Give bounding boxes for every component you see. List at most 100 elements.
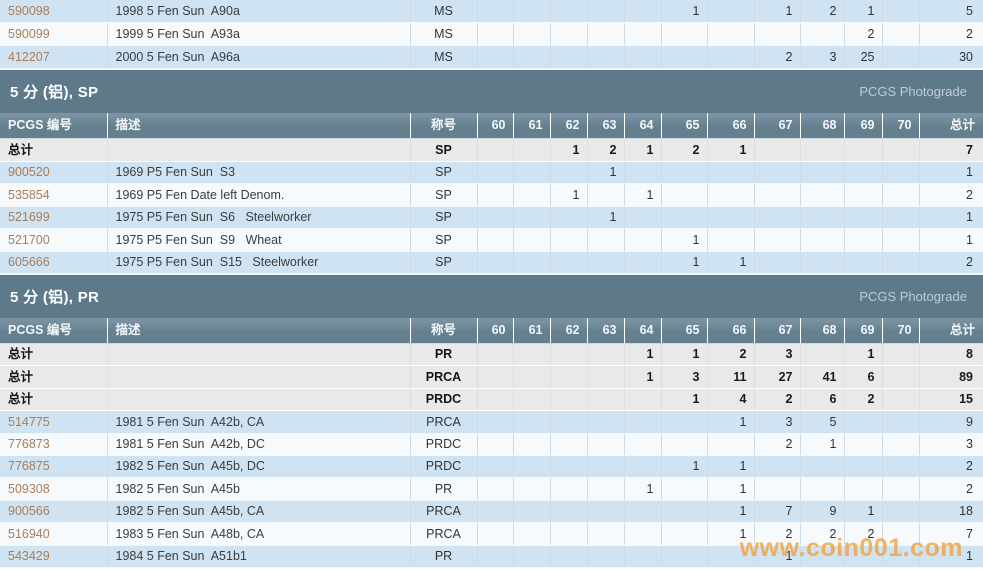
pcgs-number-link[interactable]: 776873	[0, 433, 108, 456]
grade-count-cell	[800, 455, 845, 479]
pcgs-number-link[interactable]: 521699	[0, 206, 108, 229]
pcgs-number-link[interactable]: 521700	[0, 228, 108, 252]
grade-count-cell	[587, 183, 625, 207]
grade-count-cell: 1	[707, 500, 755, 524]
grade-count-cell	[661, 522, 708, 546]
designation-cell: SP	[410, 206, 478, 229]
report-table: PCGS 编号 描述 称号 60 61 62 63 64 65 66 67 68 69 70 总计 总计 PR 1…	[0, 318, 983, 568]
table-row: 776873 1981 5 Fen Sun A42b, DC PRDC 2 1 3	[0, 433, 983, 456]
description-cell: 1981 5 Fen Sun A42b, CA	[107, 410, 411, 434]
grade-count-cell	[513, 228, 551, 252]
grade-count-cell	[624, 45, 662, 69]
pcgs-number-link[interactable]: 605666	[0, 251, 108, 274]
pcgs-number-link[interactable]: 516940	[0, 522, 108, 546]
grade-count-cell	[844, 138, 883, 162]
description-cell: 1969 P5 Fen Sun S3	[107, 161, 411, 184]
grade-count-cell	[882, 410, 920, 434]
grade-count-cell: 1	[707, 251, 755, 274]
grade-count-cell: 1	[587, 206, 625, 229]
pcgs-number-link[interactable]: 514775	[0, 410, 108, 434]
header-row: PCGS 编号 描述 称号 60 61 62 63 64 65 66 67 68 69 70 总计	[0, 318, 983, 344]
table-row: 605666 1975 P5 Fen Sun S15 Steelworker SP 1…	[0, 251, 983, 274]
grade-count-cell: 6	[800, 388, 845, 412]
grade-count-cell: 1	[707, 410, 755, 434]
grade-count-cell	[844, 410, 883, 434]
grade-count-cell	[587, 0, 625, 23]
pcgs-number-link[interactable]: 776875	[0, 455, 108, 479]
grade-count-cell	[624, 22, 662, 46]
pcgs-number-link[interactable]: 535854	[0, 183, 108, 207]
grade-count-cell: 1	[624, 477, 662, 501]
grade-count-cell	[882, 455, 920, 479]
grade-count-cell	[477, 251, 514, 274]
grade-count-cell	[513, 45, 551, 69]
designation-cell: MS	[410, 22, 478, 46]
grade-count-cell	[587, 500, 625, 524]
grade-count-cell	[754, 138, 801, 162]
designation-cell: SP	[410, 251, 478, 274]
pcgs-number-link[interactable]: 900566	[0, 500, 108, 524]
grade-count-cell	[624, 161, 662, 184]
total-cell: 2	[919, 251, 983, 274]
grade-count-cell	[477, 365, 514, 389]
description-cell: 1969 P5 Fen Date left Denom.	[107, 183, 411, 207]
grade-count-cell	[550, 206, 588, 229]
grade-count-cell	[707, 183, 755, 207]
grade-count-cell: 1	[707, 455, 755, 479]
pcgs-number-link[interactable]: 509308	[0, 477, 108, 501]
column-header-grade-62: 62	[550, 318, 588, 344]
pcgs-number-link[interactable]: 900520	[0, 161, 108, 184]
grade-count-cell	[513, 433, 551, 456]
pcgs-number-link[interactable]: 543429	[0, 545, 108, 568]
totals-row: 总计 PR 1 1 2 3 1 8	[0, 343, 983, 367]
total-cell: 9	[919, 410, 983, 434]
grade-count-cell	[550, 410, 588, 434]
description-cell: 1975 P5 Fen Sun S9 Wheat	[107, 228, 411, 252]
pcgs-number-link[interactable]: 412207	[0, 45, 108, 69]
section-band: 5 分 (铝), SP PCGS Photograde	[0, 69, 983, 113]
column-header-grade-61: 61	[513, 318, 551, 344]
grade-count-cell	[513, 410, 551, 434]
column-header-grade-68: 68	[800, 113, 845, 139]
column-header-description: 描述	[107, 318, 411, 344]
grade-count-cell: 1	[661, 251, 708, 274]
grade-count-cell: 3	[754, 410, 801, 434]
table-row: 535854 1969 P5 Fen Date left Denom. SP 1 1 2	[0, 183, 983, 207]
description-cell: 1982 5 Fen Sun A45b, CA	[107, 500, 411, 524]
grade-count-cell	[661, 161, 708, 184]
column-header-grade-63: 63	[587, 113, 625, 139]
pcgs-number-link[interactable]: 590098	[0, 0, 108, 23]
grade-count-cell: 3	[754, 343, 801, 367]
total-cell: 1	[919, 228, 983, 252]
grade-count-cell	[661, 500, 708, 524]
grade-count-cell	[550, 433, 588, 456]
grade-count-cell	[587, 410, 625, 434]
table-row: 900520 1969 P5 Fen Sun S3 SP 1 1	[0, 161, 983, 184]
grade-count-cell	[477, 477, 514, 501]
table-row: 590098 1998 5 Fen Sun A90a MS 1 1 2 1 5	[0, 0, 983, 23]
total-cell: 1	[919, 161, 983, 184]
grade-count-cell	[477, 138, 514, 162]
grade-count-cell	[587, 365, 625, 389]
total-cell: 8	[919, 343, 983, 367]
column-header-pcgs: PCGS 编号	[0, 113, 108, 139]
grade-count-cell	[587, 251, 625, 274]
table-row: 516940 1983 5 Fen Sun A48b, CA PRCA 1 2 2 2 7	[0, 522, 983, 546]
column-header-grade-60: 60	[477, 113, 514, 139]
grade-count-cell: 1	[661, 388, 708, 412]
grade-count-cell	[882, 228, 920, 252]
grade-count-cell	[587, 388, 625, 412]
pcgs-number-link[interactable]: 590099	[0, 22, 108, 46]
grade-count-cell: 1	[550, 138, 588, 162]
grade-count-cell	[844, 545, 883, 568]
description-cell	[107, 388, 411, 412]
grade-count-cell	[550, 343, 588, 367]
grade-count-cell: 1	[624, 343, 662, 367]
grade-count-cell	[550, 22, 588, 46]
grade-count-cell: 2	[587, 138, 625, 162]
grade-count-cell	[477, 343, 514, 367]
grade-count-cell: 1	[707, 477, 755, 501]
grade-count-cell: 2	[844, 22, 883, 46]
table-row: 900566 1982 5 Fen Sun A45b, CA PRCA 1 7 9 1 18	[0, 500, 983, 524]
